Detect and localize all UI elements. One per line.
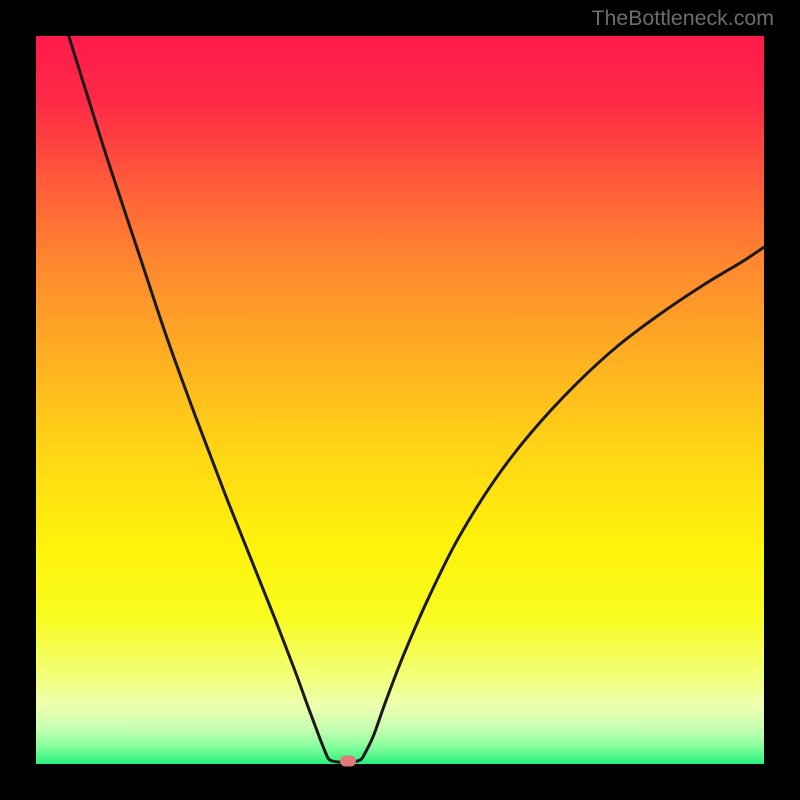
watermark-text: TheBottleneck.com xyxy=(591,6,774,31)
gradient-heatmap-fill xyxy=(36,36,764,764)
sweet-spot-marker xyxy=(340,756,356,767)
chart-container: TheBottleneck.com xyxy=(0,0,800,800)
plot-area xyxy=(36,36,764,764)
